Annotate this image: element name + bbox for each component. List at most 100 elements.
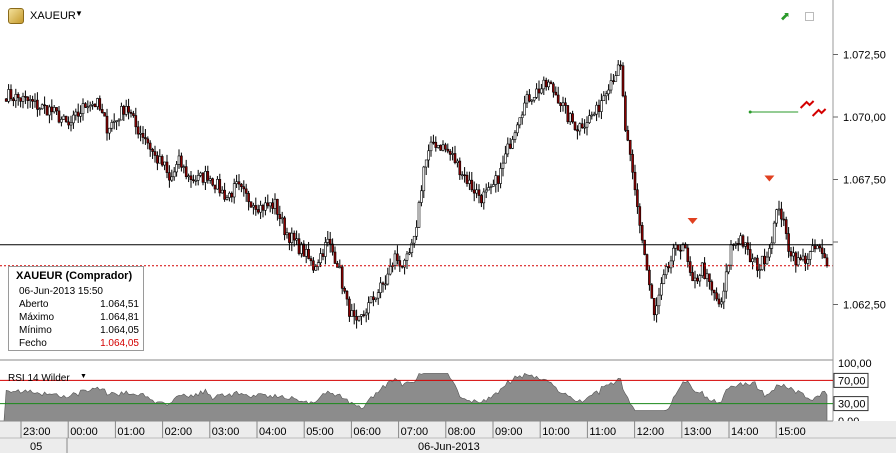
candle	[765, 256, 769, 265]
candle	[660, 283, 663, 296]
time-tick-label: 03:00	[212, 426, 240, 438]
candle	[592, 113, 596, 116]
candle	[52, 107, 56, 113]
rsi-indicator-label[interactable]: RSI 14 Wilder	[8, 373, 70, 384]
candle	[43, 104, 46, 107]
candle	[818, 245, 822, 249]
info-datetime: 06-Jun-2013 15:50	[19, 286, 103, 297]
candle	[792, 252, 795, 257]
candle	[194, 180, 198, 182]
candle	[662, 274, 666, 284]
candle	[787, 233, 790, 252]
candle	[542, 79, 546, 90]
candle	[576, 129, 579, 132]
candle	[19, 97, 22, 102]
candle	[129, 111, 133, 114]
candle	[528, 94, 531, 102]
candle	[69, 122, 73, 126]
candle	[232, 183, 236, 198]
candle	[81, 103, 85, 114]
time-tick-label: 05:00	[306, 426, 334, 438]
candle	[158, 156, 162, 164]
candle	[184, 166, 188, 177]
candle	[676, 244, 680, 251]
candle	[225, 197, 229, 200]
rsi-dropdown-icon[interactable]: ▼	[80, 373, 87, 380]
candle	[196, 175, 200, 181]
candle	[91, 103, 94, 106]
symbol-dropdown-icon[interactable]: ▼	[75, 9, 83, 18]
candle	[535, 88, 538, 98]
candle	[739, 235, 742, 245]
candle	[456, 160, 459, 163]
candle	[285, 232, 289, 236]
symbol-label[interactable]: XAUEUR	[30, 10, 76, 22]
candle	[276, 198, 279, 215]
candle	[86, 106, 90, 109]
candle	[465, 174, 469, 184]
candle	[412, 235, 416, 244]
candle	[328, 238, 332, 245]
candle	[345, 290, 349, 300]
alert-icon	[799, 100, 815, 109]
candle	[703, 262, 706, 279]
candle	[343, 288, 346, 292]
candle	[62, 115, 66, 120]
candle	[583, 126, 586, 129]
candle	[595, 104, 598, 115]
time-tick-label: 14:00	[731, 426, 759, 438]
candle	[36, 99, 39, 110]
candle	[775, 209, 778, 224]
time-axis: 23:00 00:00 01:00 02:00 03:00 04:00 05:00 06:00…	[0, 420, 896, 453]
candle	[494, 175, 498, 185]
candle	[681, 243, 685, 252]
candle	[7, 89, 10, 102]
info-label: Máximo	[19, 312, 55, 323]
candle	[523, 102, 526, 116]
candle	[256, 209, 260, 213]
candle	[134, 115, 138, 128]
instrument-icon[interactable]	[8, 8, 24, 24]
candle	[326, 238, 330, 243]
candle	[110, 122, 114, 129]
time-tick-label: 06:00	[353, 426, 381, 438]
candle	[631, 154, 634, 173]
candle	[472, 189, 476, 194]
candle	[302, 243, 306, 257]
candle	[616, 64, 620, 76]
candle	[794, 252, 798, 266]
candle	[316, 262, 320, 267]
candle	[357, 316, 361, 321]
candle	[554, 91, 558, 96]
candle	[12, 98, 15, 102]
restore-icon[interactable]	[805, 12, 814, 21]
candle	[307, 249, 310, 259]
candle	[600, 100, 603, 112]
trend-line-handle	[748, 110, 752, 114]
candle	[136, 126, 140, 135]
candle	[57, 110, 61, 123]
candle	[590, 114, 594, 117]
candle	[230, 192, 234, 198]
candle	[619, 64, 622, 67]
trend-tool-icon[interactable]: ⬈	[780, 9, 791, 23]
info-row-close: Fecho 1.064,05	[19, 338, 139, 349]
candle	[729, 244, 733, 266]
candle	[468, 179, 471, 184]
candle	[511, 139, 514, 149]
candle	[369, 296, 373, 303]
candle	[252, 205, 255, 208]
candle	[122, 106, 126, 115]
candle	[117, 119, 121, 122]
time-tick-label: 09:00	[495, 426, 523, 438]
candle	[372, 296, 375, 300]
price-tick-label: 1.070,00	[843, 112, 886, 124]
candle	[324, 242, 327, 257]
candle	[384, 283, 387, 286]
candle	[88, 105, 92, 108]
rsi-tag	[833, 372, 869, 388]
candle	[568, 113, 572, 123]
candle	[112, 120, 116, 123]
candle	[518, 117, 522, 126]
